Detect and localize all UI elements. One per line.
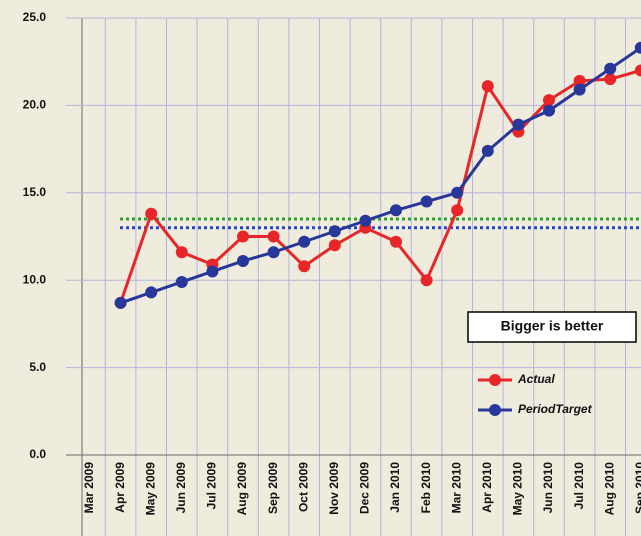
x-tick-label: Sep 2010 (633, 462, 641, 514)
x-tick-label: Jun 2010 (541, 462, 555, 514)
data-point (175, 246, 188, 259)
data-point (604, 73, 617, 86)
y-tick-label: 20.0 (23, 98, 47, 112)
x-tick-label: Sep 2009 (266, 462, 280, 514)
y-tick-label: 25.0 (23, 10, 47, 24)
x-tick-label: Jun 2009 (174, 462, 188, 514)
data-point (237, 254, 249, 267)
data-point (420, 195, 433, 208)
data-point (206, 265, 219, 278)
x-tick-label: Apr 2010 (480, 462, 494, 513)
legend-label: PeriodTarget (518, 402, 593, 416)
legend-label: Actual (517, 372, 555, 386)
data-point (390, 235, 402, 248)
data-point (267, 230, 280, 243)
x-tick-label: Feb 2010 (419, 462, 433, 514)
y-tick-label: 10.0 (23, 272, 47, 286)
annotation-box (467, 311, 637, 343)
y-tick-label: 5.0 (29, 360, 46, 374)
data-point (451, 186, 464, 199)
y-tick-label: 15.0 (23, 185, 47, 199)
x-tick-label: Mar 2010 (449, 462, 463, 514)
legend-marker (489, 404, 501, 416)
data-point (481, 144, 494, 157)
data-point (359, 214, 372, 227)
data-point (634, 41, 641, 54)
data-point (573, 74, 586, 87)
data-point (114, 296, 127, 309)
data-point (267, 246, 280, 259)
x-tick-label: Aug 2009 (235, 462, 249, 516)
x-tick-label: Aug 2010 (602, 462, 616, 516)
data-point (328, 225, 341, 238)
data-point (145, 286, 158, 299)
data-point (420, 274, 433, 287)
x-tick-label: Oct 2009 (296, 462, 310, 512)
x-tick-label: Mar 2009 (82, 462, 96, 514)
legend-marker (489, 374, 501, 386)
x-tick-label: Dec 2009 (358, 462, 372, 514)
data-point (328, 239, 341, 252)
x-tick-label: Jul 2010 (572, 462, 586, 510)
x-tick-label: Nov 2009 (327, 462, 341, 515)
x-tick-label: Jul 2009 (205, 462, 219, 510)
data-point (237, 230, 249, 243)
data-point (512, 118, 525, 131)
x-tick-label: May 2009 (143, 462, 157, 516)
data-point (175, 275, 188, 288)
data-point (390, 204, 402, 217)
y-tick-label: 0.0 (29, 447, 46, 461)
data-point (298, 235, 311, 248)
data-point (604, 62, 617, 75)
data-point (481, 80, 494, 93)
data-point (634, 64, 641, 77)
x-tick-label: Apr 2009 (113, 462, 127, 513)
data-point (573, 83, 586, 96)
x-tick-label: May 2010 (511, 462, 525, 516)
data-point (543, 104, 555, 117)
data-point (298, 260, 311, 273)
data-point (451, 204, 464, 217)
data-point (145, 207, 158, 220)
data-point (543, 94, 555, 107)
x-tick-label: Jan 2010 (388, 462, 402, 513)
annotation: Bigger is better (501, 318, 604, 334)
